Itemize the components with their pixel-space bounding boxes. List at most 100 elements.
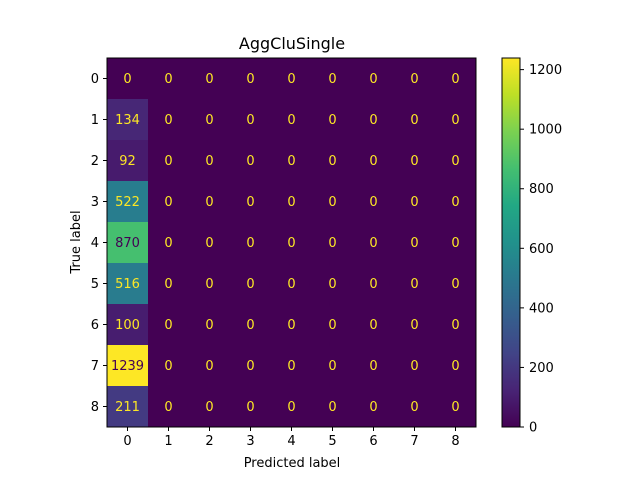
heatmap-cell bbox=[189, 222, 231, 264]
heatmap-cell bbox=[148, 386, 190, 428]
heatmap-cell bbox=[271, 345, 313, 387]
heatmap-cell bbox=[312, 263, 354, 305]
heatmap-cell bbox=[394, 181, 436, 223]
y-tick-label: 1 bbox=[91, 113, 99, 128]
cell-value-label: 0 bbox=[410, 236, 418, 251]
y-tick-label: 6 bbox=[91, 318, 99, 333]
cell-value-label: 134 bbox=[115, 113, 140, 128]
cell-value-label: 0 bbox=[287, 400, 295, 415]
x-tick-label: 8 bbox=[451, 434, 459, 449]
cell-value-label: 0 bbox=[164, 400, 172, 415]
x-tick-label: 6 bbox=[369, 434, 377, 449]
cell-value-label: 0 bbox=[328, 236, 336, 251]
chart-title: AggCluSingle bbox=[239, 34, 345, 53]
heatmap-cell bbox=[312, 140, 354, 182]
cell-value-label: 0 bbox=[369, 400, 377, 415]
colorbar-tick-label: 400 bbox=[529, 301, 554, 316]
cell-value-label: 0 bbox=[164, 318, 172, 333]
x-tick-label: 7 bbox=[410, 434, 418, 449]
cell-value-label: 0 bbox=[410, 72, 418, 87]
cell-value-label: 0 bbox=[369, 359, 377, 374]
heatmap-cell bbox=[148, 99, 190, 141]
cell-value-label: 0 bbox=[287, 277, 295, 292]
cell-value-label: 0 bbox=[287, 318, 295, 333]
colorbar-tick-label: 800 bbox=[529, 182, 554, 197]
heatmap-cell bbox=[394, 58, 436, 100]
cell-value-label: 0 bbox=[164, 113, 172, 128]
heatmap-cell bbox=[107, 58, 149, 100]
x-tick-label: 2 bbox=[205, 434, 213, 449]
y-axis-label: True label bbox=[69, 210, 84, 274]
x-tick-label: 3 bbox=[246, 434, 254, 449]
heatmap-cell bbox=[394, 263, 436, 305]
heatmap-cell bbox=[148, 263, 190, 305]
heatmap-cell bbox=[107, 222, 149, 264]
cell-value-label: 0 bbox=[369, 113, 377, 128]
heatmap-cell bbox=[312, 58, 354, 100]
cell-value-label: 516 bbox=[115, 277, 140, 292]
heatmap-cell bbox=[189, 181, 231, 223]
heatmap-cell bbox=[230, 345, 272, 387]
heatmap-cell bbox=[271, 99, 313, 141]
heatmap-cell bbox=[312, 345, 354, 387]
y-tick-label: 5 bbox=[91, 277, 99, 292]
heatmap-cell bbox=[148, 181, 190, 223]
cell-value-label: 100 bbox=[115, 318, 140, 333]
heatmap-cell bbox=[353, 263, 395, 305]
cell-value-label: 0 bbox=[246, 318, 254, 333]
y-tick-label: 4 bbox=[91, 236, 99, 251]
cell-value-label: 0 bbox=[164, 154, 172, 169]
cell-value-label: 0 bbox=[287, 154, 295, 169]
cell-value-label: 0 bbox=[328, 72, 336, 87]
heatmap-cell bbox=[230, 181, 272, 223]
cell-value-label: 0 bbox=[328, 359, 336, 374]
heatmap-cell bbox=[312, 181, 354, 223]
x-tick-label: 5 bbox=[328, 434, 336, 449]
heatmap-cell bbox=[107, 345, 149, 387]
cell-value-label: 0 bbox=[410, 195, 418, 210]
heatmap-cell bbox=[435, 345, 477, 387]
cell-value-label: 522 bbox=[115, 195, 140, 210]
cell-value-label: 92 bbox=[119, 154, 136, 169]
cell-value-label: 0 bbox=[164, 359, 172, 374]
heatmap-cell bbox=[189, 304, 231, 346]
heatmap-cell bbox=[230, 304, 272, 346]
heatmap-cell bbox=[394, 99, 436, 141]
heatmap-cell bbox=[271, 181, 313, 223]
heatmap-cells bbox=[107, 58, 477, 428]
cell-value-label: 0 bbox=[410, 400, 418, 415]
heatmap-cell bbox=[230, 99, 272, 141]
heatmap-cell bbox=[107, 263, 149, 305]
cell-value-label: 211 bbox=[115, 400, 140, 415]
heatmap-cell bbox=[312, 386, 354, 428]
heatmap-cell bbox=[394, 304, 436, 346]
heatmap-cell bbox=[271, 304, 313, 346]
heatmap-cell bbox=[435, 140, 477, 182]
cell-value-label: 0 bbox=[451, 154, 459, 169]
y-tick-label: 8 bbox=[91, 400, 99, 415]
cell-value-label: 0 bbox=[205, 195, 213, 210]
cell-value-label: 0 bbox=[205, 277, 213, 292]
cell-value-label: 0 bbox=[410, 154, 418, 169]
cell-value-label: 0 bbox=[328, 195, 336, 210]
heatmap-cell bbox=[312, 304, 354, 346]
colorbar-tick-label: 600 bbox=[529, 242, 554, 257]
heatmap-cell bbox=[394, 222, 436, 264]
x-tick-label: 4 bbox=[287, 434, 295, 449]
heatmap-cell bbox=[435, 99, 477, 141]
heatmap-cell bbox=[148, 58, 190, 100]
colorbar-tick-label: 200 bbox=[529, 361, 554, 376]
heatmap-cell bbox=[148, 304, 190, 346]
cell-value-label: 0 bbox=[164, 236, 172, 251]
cell-value-label: 0 bbox=[410, 113, 418, 128]
x-axis: 0 1 2 3 4 5 6 7 8 bbox=[123, 427, 460, 449]
heatmap-cell bbox=[189, 345, 231, 387]
heatmap-cell bbox=[435, 222, 477, 264]
heatmap-cell bbox=[230, 386, 272, 428]
cell-value-label: 0 bbox=[287, 236, 295, 251]
cell-value-label: 870 bbox=[115, 236, 140, 251]
heatmap-cell bbox=[394, 140, 436, 182]
cell-value-label: 0 bbox=[451, 72, 459, 87]
heatmap-cell bbox=[353, 386, 395, 428]
cell-value-label: 0 bbox=[246, 359, 254, 374]
